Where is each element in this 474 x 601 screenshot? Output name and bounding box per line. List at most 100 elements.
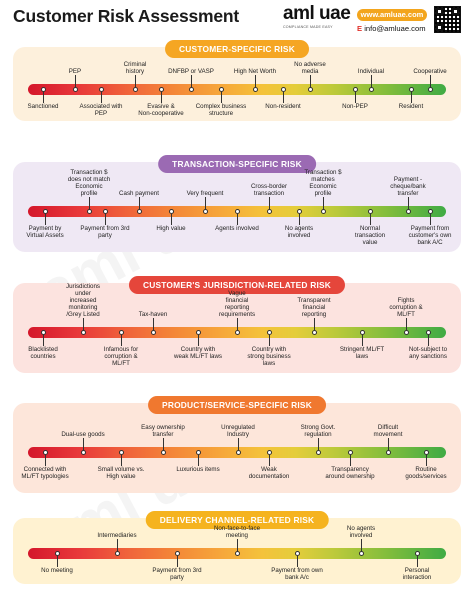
risk-factor-label: No meeting [41,567,73,574]
scale-marker [174,551,180,556]
scale-tick [323,197,324,209]
scale-tick [237,214,238,225]
risk-factor-label: Routine goods/services [405,466,447,480]
scale-tick [428,335,429,346]
scale-tick [83,318,84,330]
risk-factor-label: Not-subject to any sanctions [408,346,448,360]
scale-tick [83,438,84,450]
scale-marker [40,87,46,92]
email-prefix: E [357,24,363,33]
scale-tick [408,197,409,209]
scale-tick [75,75,76,87]
risk-factor-label: Associated with PEP [79,103,123,117]
risk-factor-label: PEP [68,68,82,75]
scale-tick [255,75,256,87]
risk-factor-label: Payment from 3rd party [80,225,130,239]
risk-factor-label: Weak documentation [248,466,290,480]
section-customer-specific-risk: CUSTOMER-SPECIFIC RISK PEP Criminal histor… [13,40,461,121]
risk-factor-label: Vague financial reporting requirements [218,290,256,318]
scale-marker [367,209,373,214]
scale-tick [388,438,389,450]
risk-factor-label: Strong Govt. regulation [300,424,336,438]
risk-factor-label: Personal interaction [402,567,432,581]
email-link[interactable]: E info@amluae.com [357,24,426,33]
scale-tick [57,556,58,567]
scale-tick [43,335,44,346]
scale-tick [426,455,427,466]
scale-tick [362,335,363,346]
scale-tick [355,92,356,103]
scale-marker [86,209,92,214]
section-title: CUSTOMER'S JURISDICTION-RELATED RISK [128,276,346,294]
risk-factor-label: No agents involved [346,525,376,539]
risk-factor-label: Connected with ML/FT typologies [21,466,69,480]
scale-marker [414,551,420,556]
scale-tick [238,438,239,450]
scale-marker [311,330,317,335]
scale-marker [195,450,201,455]
scale-marker [405,209,411,214]
scale-tick [430,75,431,87]
risk-factor-label: Stringent ML/FT laws [339,346,385,360]
scale-tick [370,214,371,225]
risk-factor-label: Non-PEP [342,103,368,110]
scale-marker [296,209,302,214]
scale-tick [430,214,431,225]
risk-factor-label: Sanctioned [27,103,59,110]
risk-factor-label: Difficult movement [373,424,403,438]
risk-factor-label: DNFBP or VASP [168,68,214,75]
scale-tick [417,556,418,567]
scale-marker [160,450,166,455]
scale-tick [269,335,270,346]
scale-marker [425,330,431,335]
scale-marker [218,87,224,92]
scale-marker [352,87,358,92]
scale-marker [114,551,120,556]
scale-tick [153,318,154,330]
scale-tick [89,197,90,209]
scale-tick [117,539,118,551]
scale-marker [118,330,124,335]
scale-tick [45,455,46,466]
risk-factor-label: No agents involved [284,225,314,239]
scale-marker [252,87,258,92]
scale-marker [42,450,48,455]
risk-factor-label: Fights corruption & ML/FT [389,297,423,318]
risk-factor-label: Dual-use goods [61,431,105,438]
email-address: info@amluae.com [364,24,426,33]
risk-factor-label: Non-resident [265,103,301,110]
scale-marker [234,209,240,214]
scale-marker [72,87,78,92]
scale-tick [406,318,407,330]
scale-marker [80,330,86,335]
scale-tick [135,75,136,87]
scale-marker [102,209,108,214]
scale-tick [221,92,222,103]
scale-tick [283,92,284,103]
risk-factor-label: Cooperative [413,68,447,75]
scale-marker [202,209,208,214]
scale-tick [105,214,106,225]
logo-text: aml uae [283,3,351,24]
scale-tick [318,438,319,450]
scale-tick [269,197,270,209]
scale-marker [266,209,272,214]
risk-factor-label: Individual [357,68,385,75]
scale-tick [177,556,178,567]
risk-scale-bar [28,84,446,95]
section-title: CUSTOMER-SPECIFIC RISK [165,40,309,58]
risk-factor-label: Evasive & Non-cooperative [138,103,184,117]
scale-tick [361,539,362,551]
risk-factor-label: Transaction $ matches Economic profile [304,169,342,197]
scale-tick [350,455,351,466]
scale-marker [280,87,286,92]
scale-tick [45,214,46,225]
section-title: DELIVERY CHANNEL-RELATED RISK [145,511,329,529]
risk-factor-label: Infamous for corruption & ML/FT [103,346,139,367]
scale-tick [161,92,162,103]
section-delivery-channel-risk: DELIVERY CHANNEL-RELATED RISK Intermedia… [13,511,461,584]
website-link[interactable]: www.amluae.com [357,9,427,21]
scale-marker [54,551,60,556]
risk-factor-label: No adverse media [294,61,326,75]
